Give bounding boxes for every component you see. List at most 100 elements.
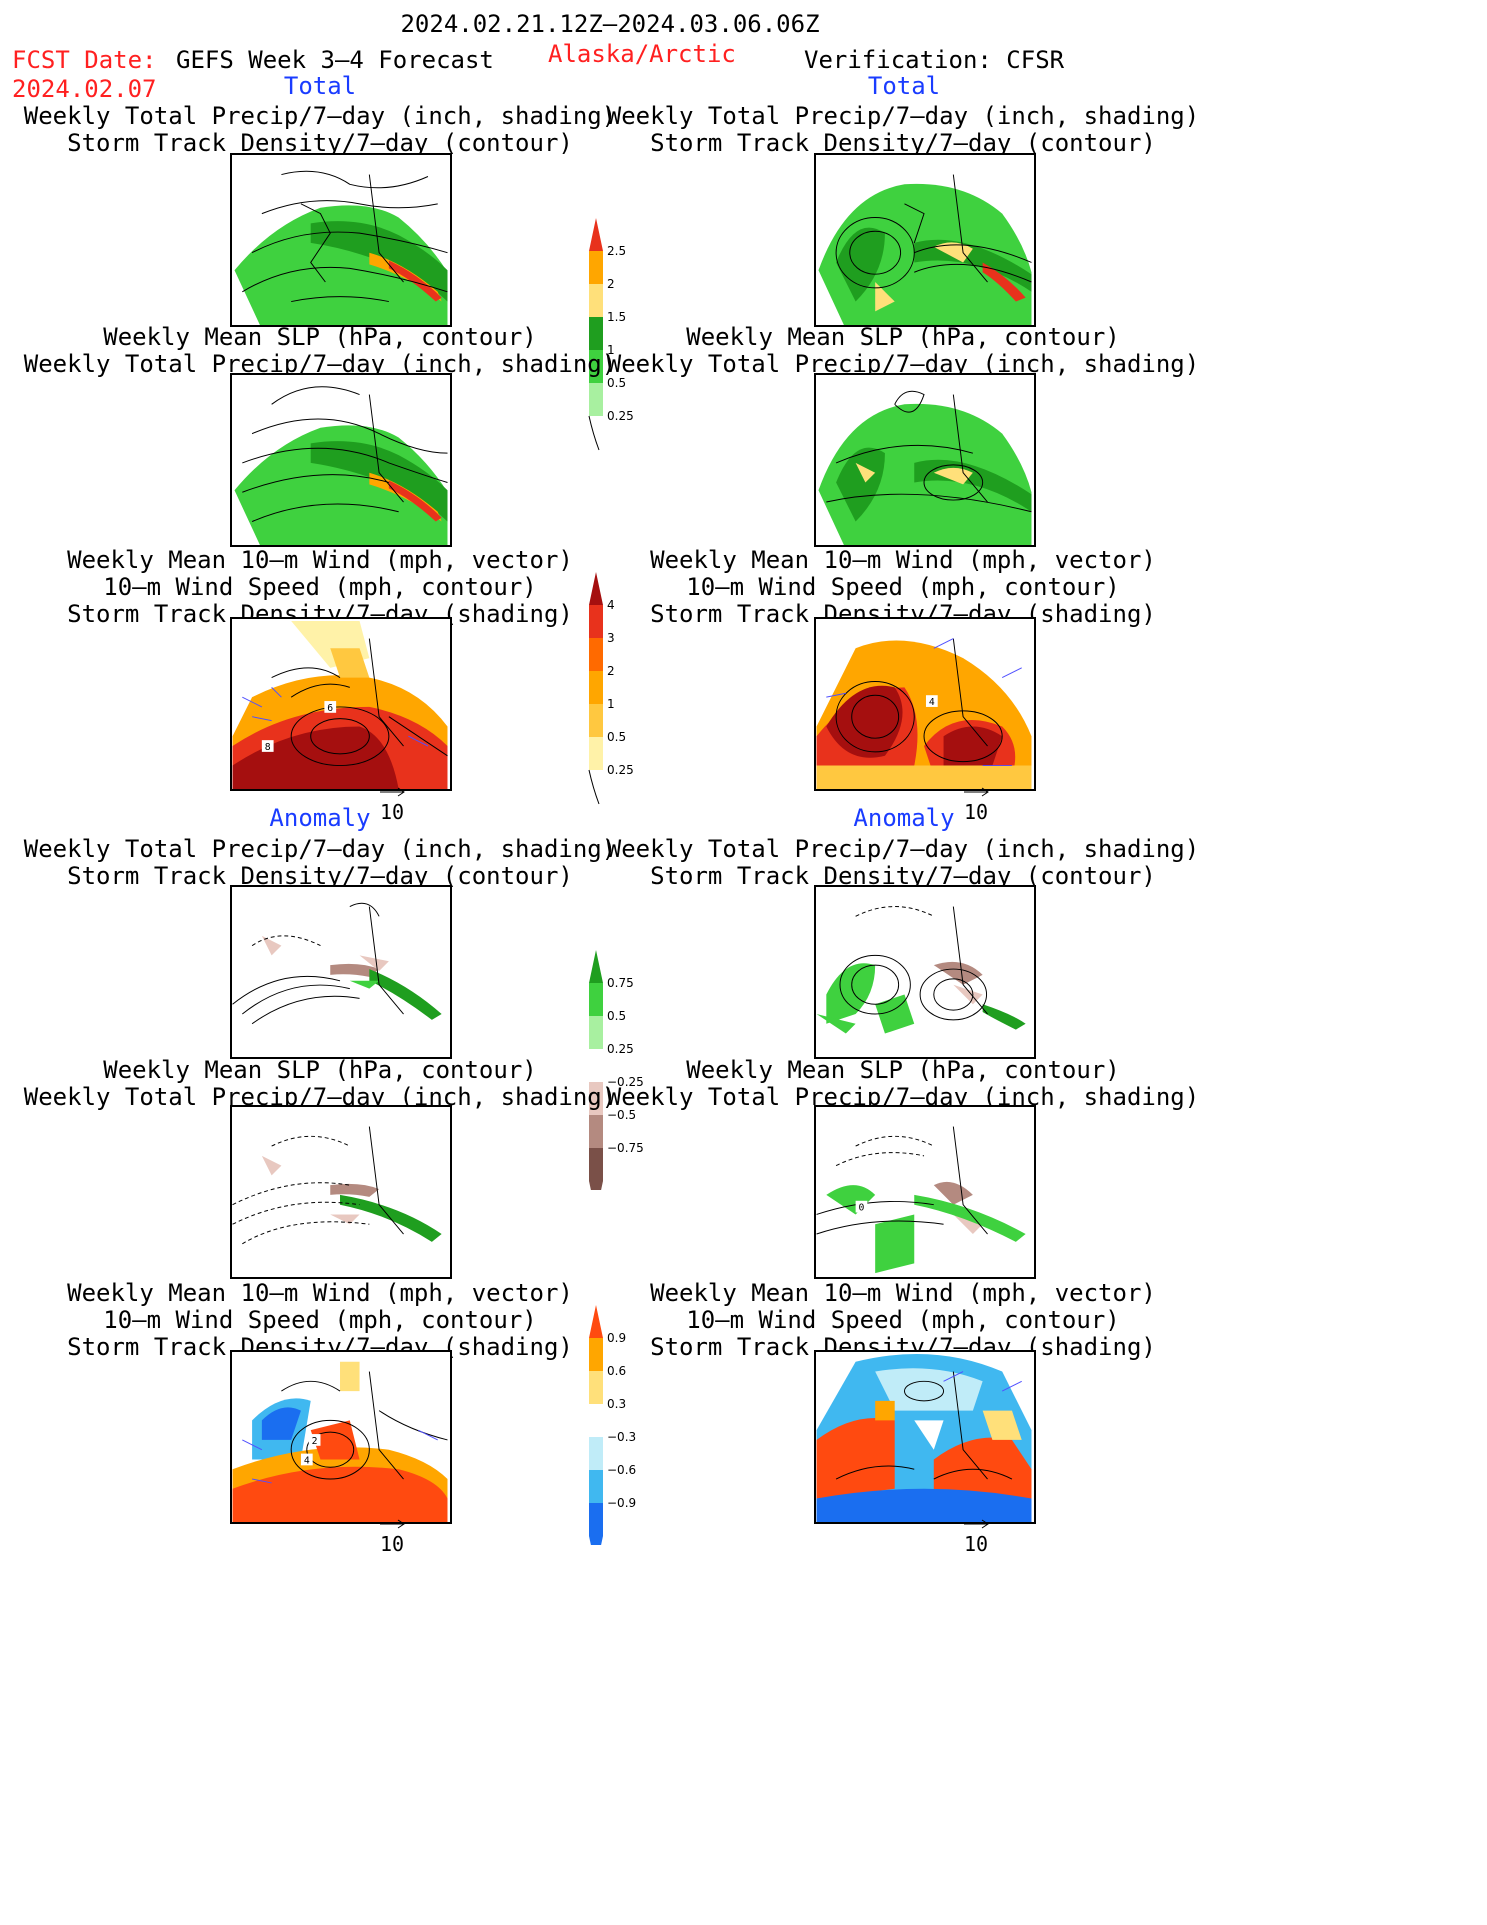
colorbar-swatch <box>589 383 603 416</box>
colorbar-tick-label: 2.5 <box>607 244 626 258</box>
colorbar-swatch <box>589 284 603 317</box>
colorbar-swatch <box>589 1470 603 1503</box>
fcst-date-label: FCST Date: <box>12 46 157 74</box>
panel-title-slp-precip-anom-fcst: Weekly Mean SLP (hPa, contour) Weekly To… <box>23 1056 617 1111</box>
colorbar-tick-label: 2 <box>607 664 615 678</box>
region-label: Alaska/Arctic <box>548 40 736 68</box>
colorbar-tick-label: 1.5 <box>607 310 626 324</box>
section-anomaly-left: Anomaly <box>269 804 371 832</box>
map-precip-track-anomaly-forecast <box>230 885 452 1059</box>
colorbar-swatch <box>589 1503 603 1536</box>
panel-title-precip-track-fcst: Weekly Total Precip/7–day (inch, shading… <box>23 102 617 157</box>
arrow-right-icon <box>380 1519 405 1529</box>
colorbar-track-total: 4 3 2 1 0.5 0.25 <box>585 572 695 816</box>
contour-label: 2 <box>312 1436 318 1447</box>
map-wind-track-anomaly-verification <box>814 1350 1036 1524</box>
colorbar-arrow-top <box>589 572 603 605</box>
colorbar-arrow-top <box>589 950 603 983</box>
colorbar-tick-label: 0.5 <box>607 376 626 390</box>
colorbar-arrow-bottom <box>588 415 600 451</box>
colorbar-swatch <box>589 605 603 638</box>
colorbar-swatch <box>589 1371 603 1404</box>
map-precip-track-verification <box>814 153 1036 327</box>
colorbar-tick-label: 0.25 <box>607 763 634 777</box>
contour-label: 6 <box>327 703 333 714</box>
section-anomaly-right: Anomaly <box>853 804 955 832</box>
colorbar-swatch <box>589 1115 603 1148</box>
verification-label: Verification: CFSR <box>804 46 1065 74</box>
map-precip-track-anomaly-verification <box>814 885 1036 1059</box>
colorbar-tick-label: −0.6 <box>607 1463 636 1477</box>
colorbar-swatch <box>589 1049 603 1082</box>
map-slp-precip-forecast <box>230 373 452 547</box>
vector-ref-fcst-anom: 10 <box>380 1510 406 1556</box>
contour-label: 0 <box>859 1203 865 1214</box>
section-total-right: Total <box>867 72 941 100</box>
colorbar-tick-label: 0.25 <box>607 409 634 423</box>
colorbar-tick-label: −0.9 <box>607 1496 636 1510</box>
colorbar-swatch <box>589 983 603 1016</box>
forecast-label: GEFS Week 3–4 Forecast <box>176 46 494 74</box>
vector-ref-fcst-total: 10 <box>380 778 406 824</box>
map-slp-precip-anomaly-verification: 0 <box>814 1105 1036 1279</box>
colorbar-tick-label: 0.5 <box>607 1009 626 1023</box>
colorbar-swatch <box>589 1016 603 1049</box>
panel-title-wind-track-anom-fcst: Weekly Mean 10–m Wind (mph, vector) 10–m… <box>67 1279 573 1361</box>
colorbar-swatch <box>589 350 603 383</box>
colorbar-swatch <box>589 1404 603 1437</box>
colorbar-tick-label: 1 <box>607 343 615 357</box>
colorbar-swatch <box>589 251 603 284</box>
colorbar-tick-label: 0.75 <box>607 976 634 990</box>
colorbar-tick-label: 0.6 <box>607 1364 626 1378</box>
arrow-right-icon <box>964 787 989 797</box>
map-slp-precip-anomaly-forecast <box>230 1105 452 1279</box>
panel-title-slp-precip-anom-ver: Weekly Mean SLP (hPa, contour) Weekly To… <box>606 1056 1200 1111</box>
colorbar-swatch <box>589 1437 603 1470</box>
colorbar-arrow-top <box>589 218 603 251</box>
colorbar-tick-label: 0.3 <box>607 1397 626 1411</box>
colorbar-arrow-top <box>589 1305 603 1338</box>
colorbar-track-anomaly: 0.9 0.6 0.3 −0.3 −0.6 −0.9 <box>585 1305 695 1569</box>
arrow-right-icon <box>964 1519 989 1529</box>
colorbar-swatch <box>589 638 603 671</box>
map-slp-precip-verification <box>814 373 1036 547</box>
map-wind-track-verification: 4 <box>814 617 1036 791</box>
contour-label: 4 <box>304 1455 310 1466</box>
colorbar-arrow-bottom <box>588 769 600 805</box>
colorbar-tick-label: 0.9 <box>607 1331 626 1345</box>
map-precip-track-forecast <box>230 153 452 327</box>
arrow-right-icon <box>380 787 405 797</box>
colorbar-tick-label: 1 <box>607 697 615 711</box>
colorbar-tick-label: 2 <box>607 277 615 291</box>
colorbar-swatch <box>589 1338 603 1371</box>
colorbar-tick-label: −0.3 <box>607 1430 636 1444</box>
vector-ref-ver-total: 10 <box>964 778 990 824</box>
colorbar-precip-total: 2.5 2 1.5 1 0.5 0.25 <box>585 218 695 462</box>
section-total-left: Total <box>283 72 357 100</box>
colorbar-swatch <box>589 1082 603 1115</box>
contour-label: 8 <box>265 742 271 753</box>
panel-title-precip-track-anom-ver: Weekly Total Precip/7–day (inch, shading… <box>606 835 1200 890</box>
map-wind-track-forecast: 8 6 <box>230 617 452 791</box>
colorbar-swatch <box>589 704 603 737</box>
colorbar-tick-label: 0.25 <box>607 1042 634 1056</box>
colorbar-arrow-bottom <box>589 1536 603 1569</box>
colorbar-tick-label: 0.5 <box>607 730 626 744</box>
panel-title-wind-track-fcst: Weekly Mean 10–m Wind (mph, vector) 10–m… <box>67 546 573 628</box>
vector-ref-ver-anom: 10 <box>964 1510 990 1556</box>
colorbar-tick-label: 4 <box>607 598 615 612</box>
colorbar-swatch <box>589 1148 603 1181</box>
colorbar-tick-label: −0.75 <box>607 1141 644 1155</box>
fcst-date-value: 2024.02.07 <box>12 75 157 103</box>
colorbar-swatch <box>589 317 603 350</box>
colorbar-tick-label: −0.5 <box>607 1108 636 1122</box>
colorbar-tick-label: −0.25 <box>607 1075 644 1089</box>
panel-title-precip-track-ver: Weekly Total Precip/7–day (inch, shading… <box>606 102 1200 157</box>
panel-title-wind-track-ver: Weekly Mean 10–m Wind (mph, vector) 10–m… <box>650 546 1156 628</box>
date-range-title: 2024.02.21.12Z–2024.03.06.06Z <box>400 10 820 38</box>
contour-label: 4 <box>929 697 935 708</box>
colorbar-tick-label: 3 <box>607 631 615 645</box>
colorbar-arrow-bottom <box>589 1181 603 1214</box>
colorbar-swatch <box>589 737 603 770</box>
colorbar-swatch <box>589 671 603 704</box>
